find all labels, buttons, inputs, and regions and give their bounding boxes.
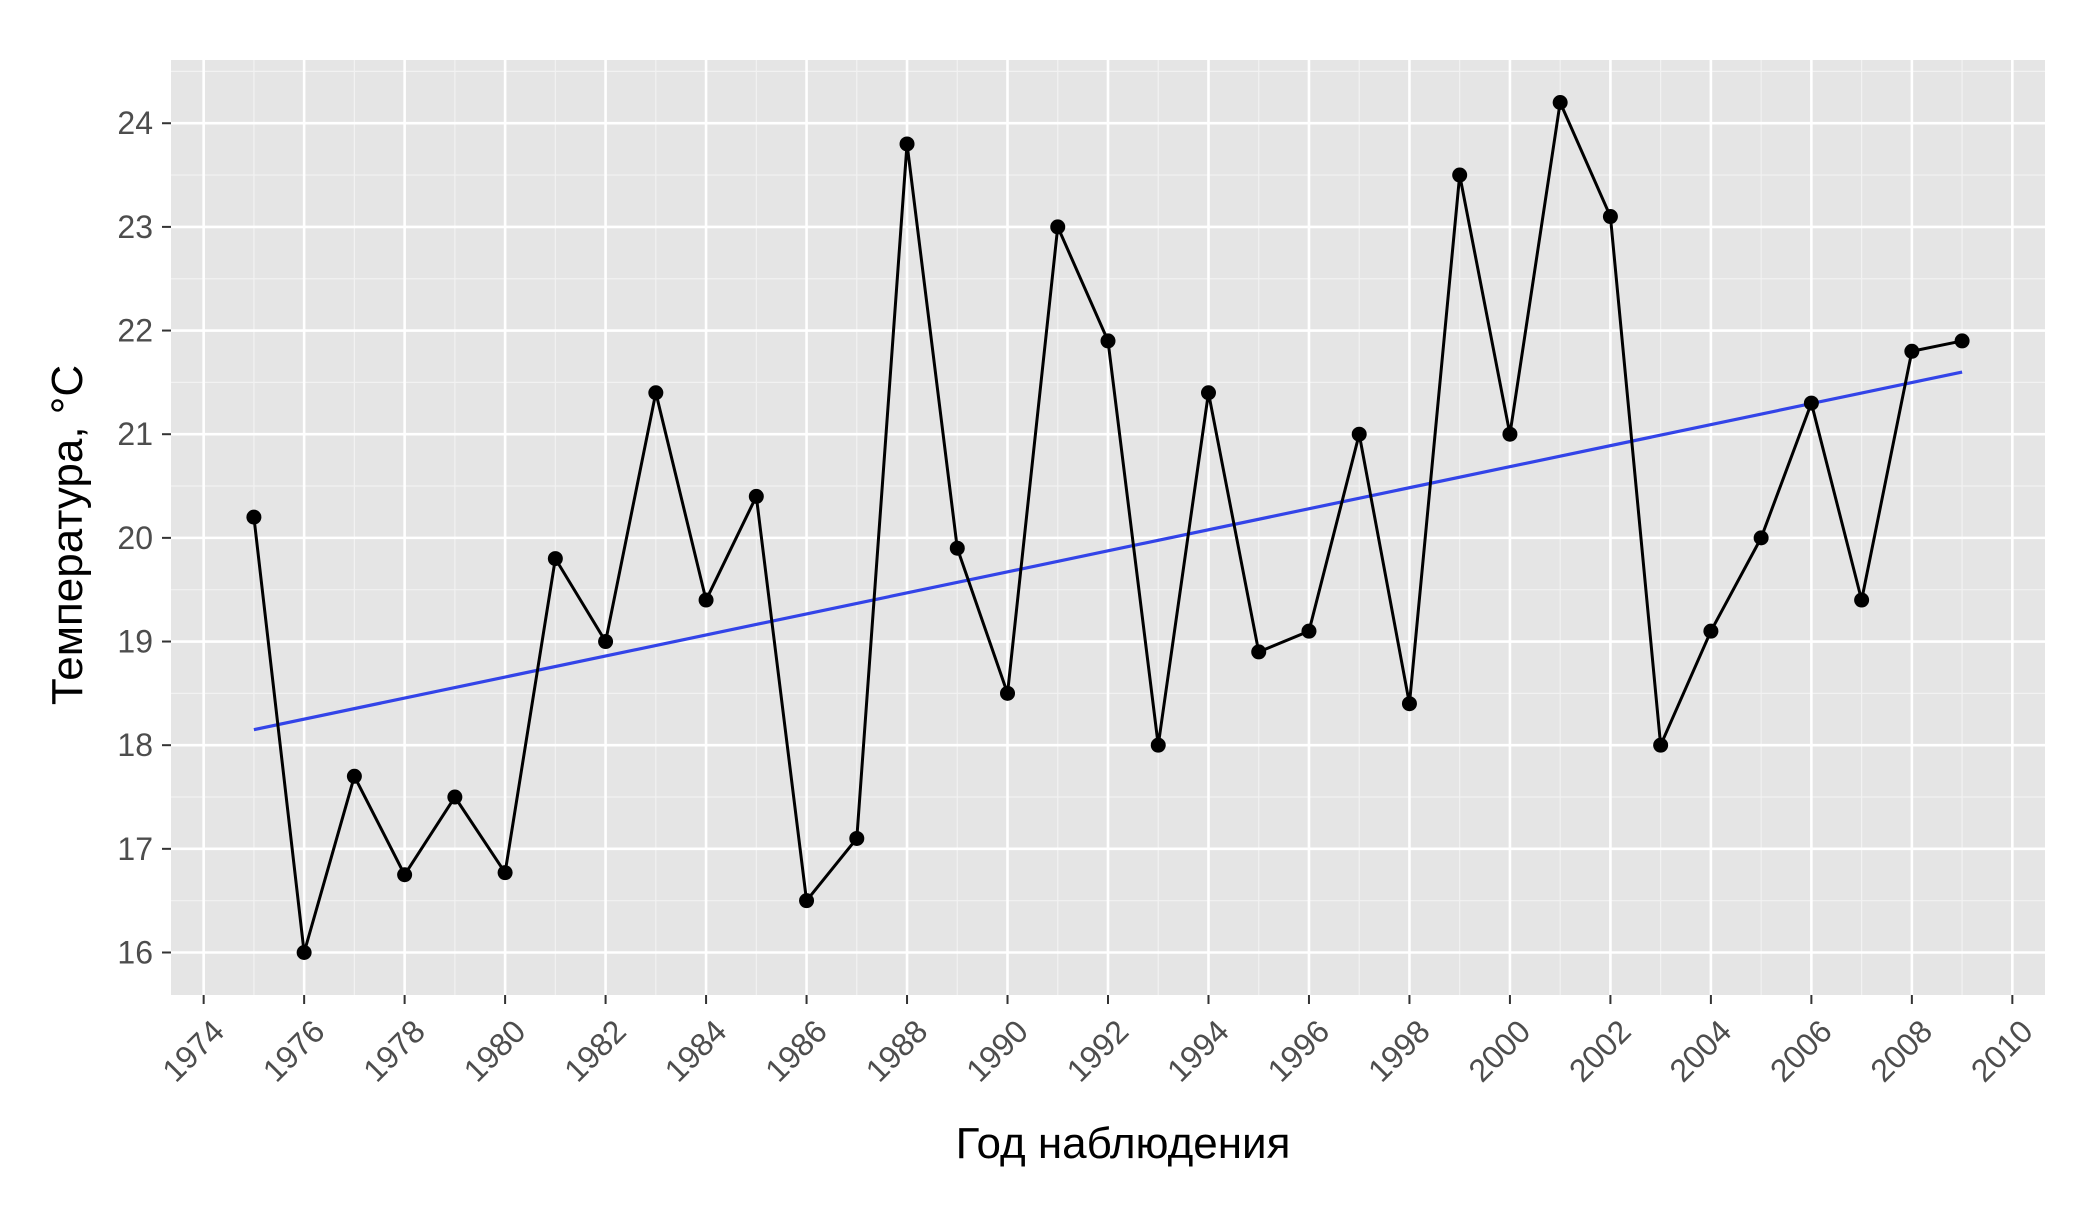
- data-point: [748, 488, 764, 504]
- x-tick-label: 1978: [356, 1013, 432, 1089]
- y-tick-label: 23: [117, 209, 153, 245]
- data-point: [1050, 219, 1066, 235]
- data-series-layer: [246, 95, 1970, 960]
- data-point: [397, 867, 413, 883]
- x-tick-label: 1976: [256, 1013, 332, 1089]
- x-tick-label: 1982: [557, 1013, 633, 1089]
- data-point: [1854, 592, 1870, 608]
- data-point: [296, 945, 312, 960]
- data-point: [1401, 696, 1417, 712]
- y-tick-label: 20: [117, 520, 153, 556]
- data-point: [1100, 333, 1116, 349]
- data-point: [1803, 395, 1819, 411]
- data-point: [1653, 737, 1669, 753]
- x-tick-label: 2000: [1461, 1013, 1537, 1089]
- data-point: [598, 634, 614, 650]
- x-tick-label: 2002: [1562, 1013, 1638, 1089]
- x-tick-label: 1996: [1261, 1013, 1337, 1089]
- data-point: [698, 592, 714, 608]
- y-tick-label: 22: [117, 313, 153, 349]
- data-point: [1753, 530, 1769, 546]
- data-point: [1552, 95, 1568, 110]
- x-tick-label: 2010: [1964, 1013, 2040, 1089]
- x-tick-label: 1980: [457, 1013, 533, 1089]
- y-tick-label: 21: [117, 416, 153, 452]
- y-tick-label: 16: [117, 935, 153, 971]
- x-tick-label: 1988: [859, 1013, 935, 1089]
- x-tick-label: 2006: [1763, 1013, 1839, 1089]
- data-point: [1703, 623, 1719, 639]
- data-point: [1000, 685, 1016, 701]
- data-point: [1452, 167, 1468, 183]
- data-point: [1954, 333, 1970, 349]
- y-tick-label: 19: [117, 624, 153, 660]
- data-point: [1301, 623, 1317, 639]
- data-point: [1502, 426, 1518, 442]
- data-point: [447, 789, 463, 805]
- x-tick-label: 1992: [1060, 1013, 1136, 1089]
- data-point: [246, 509, 262, 525]
- data-point: [849, 830, 865, 846]
- x-tick-label: 1998: [1361, 1013, 1437, 1089]
- data-point: [497, 865, 513, 881]
- data-point: [346, 768, 362, 784]
- data-point: [648, 385, 664, 401]
- data-point: [1351, 426, 1367, 442]
- y-tick-label: 18: [117, 727, 153, 763]
- data-point: [1602, 209, 1618, 225]
- x-tick-label: 1986: [758, 1013, 834, 1089]
- x-axis-title: Год наблюдения: [956, 1119, 1291, 1168]
- data-point: [1200, 385, 1216, 401]
- grid: [171, 60, 2045, 995]
- data-point: [1904, 343, 1920, 359]
- y-tick-label: 17: [117, 831, 153, 867]
- x-tick-label: 1984: [658, 1013, 734, 1089]
- data-point: [799, 893, 815, 909]
- y-tick-label: 24: [117, 105, 153, 141]
- data-point: [1251, 644, 1267, 660]
- x-tick-label: 1974: [155, 1013, 231, 1089]
- x-tick-label: 1994: [1160, 1013, 1236, 1089]
- x-tick-label: 1990: [959, 1013, 1035, 1089]
- x-tick-label: 2004: [1662, 1013, 1738, 1089]
- data-point: [1150, 737, 1166, 753]
- data-point: [899, 136, 915, 152]
- data-point: [547, 551, 563, 567]
- y-axis-title: Температура, °C: [43, 365, 92, 705]
- x-tick-label: 2008: [1863, 1013, 1939, 1089]
- data-point: [949, 540, 965, 556]
